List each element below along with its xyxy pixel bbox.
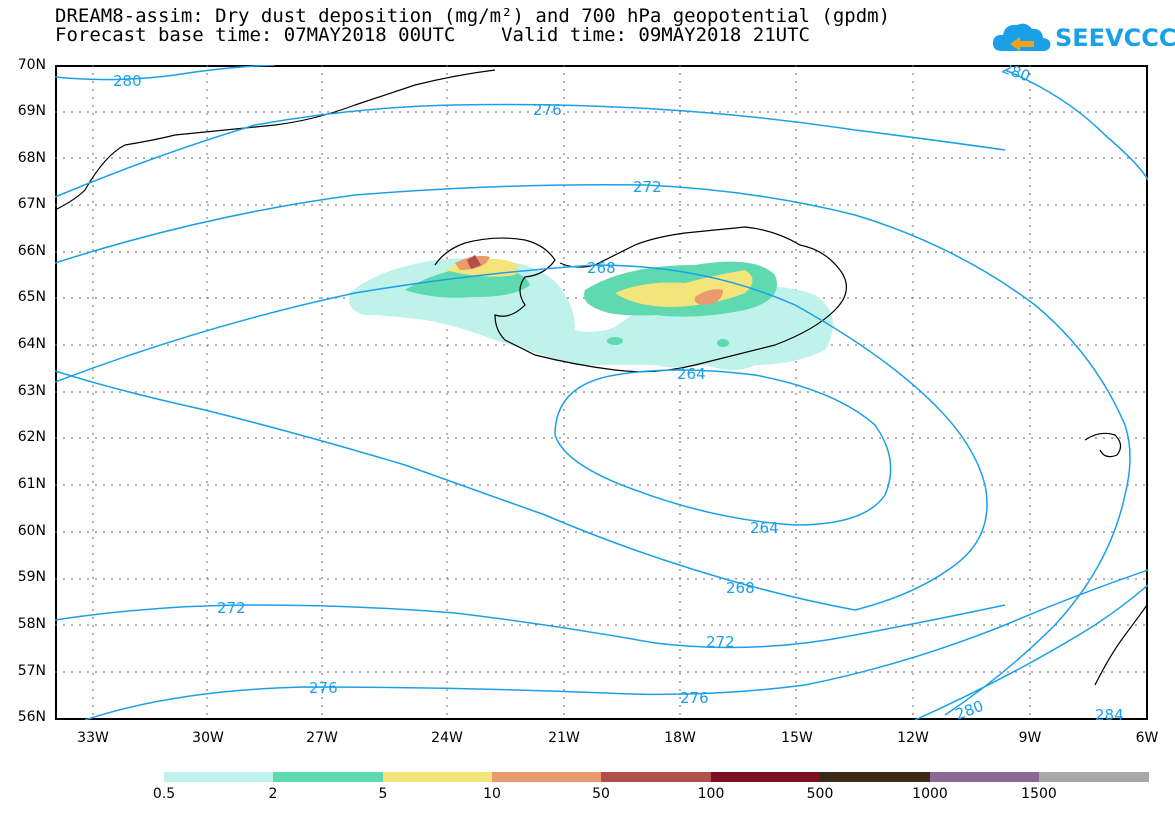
lon-label: 12W [897,730,929,746]
lon-label: 9W [1018,730,1042,746]
legend-swatch-3 [492,772,602,782]
contour-label: 272 [706,633,735,651]
legend-swatch-0 [164,772,274,782]
lat-label: 67N [17,196,46,212]
legend-label: 500 [806,786,834,802]
logo-text: SEEVCCC [1055,24,1175,52]
legend-label: 50 [592,786,610,802]
legend-swatch-7 [930,772,1040,782]
lon-label: 30W [192,730,224,746]
lon-label: 21W [548,730,580,746]
legend-swatch-6 [820,772,930,782]
lon-label: 6W [1135,730,1159,746]
lat-label: 65N [17,289,46,305]
lat-label: 70N [17,57,46,73]
map-title-line-2: Forecast base time: 07MAY2018 00UTC Vali… [55,24,810,46]
map-panel [55,65,1148,720]
lat-label: 68N [17,150,46,166]
contour-labels: 280 276 272 268 264 264 268 272 272 276 … [113,65,1124,720]
contour-label: 276 [680,689,709,707]
geopotential-contours [55,65,1148,720]
legend-label: 2 [268,786,278,802]
lon-label: 24W [431,730,463,746]
legend-label: 10 [483,786,501,802]
map-title-line-1: DREAM8-assim: Dry dust deposition (mg/m²… [55,5,891,27]
contour-label: 276 [309,679,338,697]
contour-label: 268 [587,259,616,277]
cloud-icon [992,23,1051,52]
lat-label: 61N [17,476,46,492]
legend-label: 100 [697,786,725,802]
lat-label: 56N [17,709,46,725]
lon-label: 27W [306,730,338,746]
legend-label: 1500 [1021,786,1057,802]
lon-label: 33W [77,730,109,746]
legend-swatch-8 [1039,772,1149,782]
lat-label: 60N [17,523,46,539]
contour-label: 272 [217,599,246,617]
legend-label: 0.5 [152,786,176,802]
lon-label: 15W [781,730,813,746]
contour-label: 264 [750,519,779,537]
lat-label: 62N [17,429,46,445]
lat-label: 69N [17,103,46,119]
legend-swatch-5 [711,772,821,782]
contour-label: 268 [726,579,755,597]
lat-label: 66N [17,243,46,259]
lat-label: 57N [17,663,46,679]
legend-label: 5 [378,786,388,802]
lat-label: 63N [17,383,46,399]
legend-swatch-1 [273,772,383,782]
contour-label: 280 [113,72,142,90]
contour-label: 280 [1000,65,1033,85]
contour-label: 276 [533,101,562,119]
map-plot: 280 276 272 268 264 264 268 272 272 276 … [55,65,1148,720]
contour-label: 264 [677,365,706,383]
contour-label: 284 [1095,706,1124,720]
legend-swatch-4 [601,772,711,782]
legend-swatch-2 [383,772,493,782]
graticule [55,65,1148,720]
legend-label: 1000 [912,786,948,802]
contour-label: 280 [953,697,986,720]
lat-label: 58N [17,616,46,632]
lat-label: 59N [17,569,46,585]
lat-label: 64N [17,336,46,352]
contour-label: 272 [633,178,662,196]
lon-label: 18W [664,730,696,746]
